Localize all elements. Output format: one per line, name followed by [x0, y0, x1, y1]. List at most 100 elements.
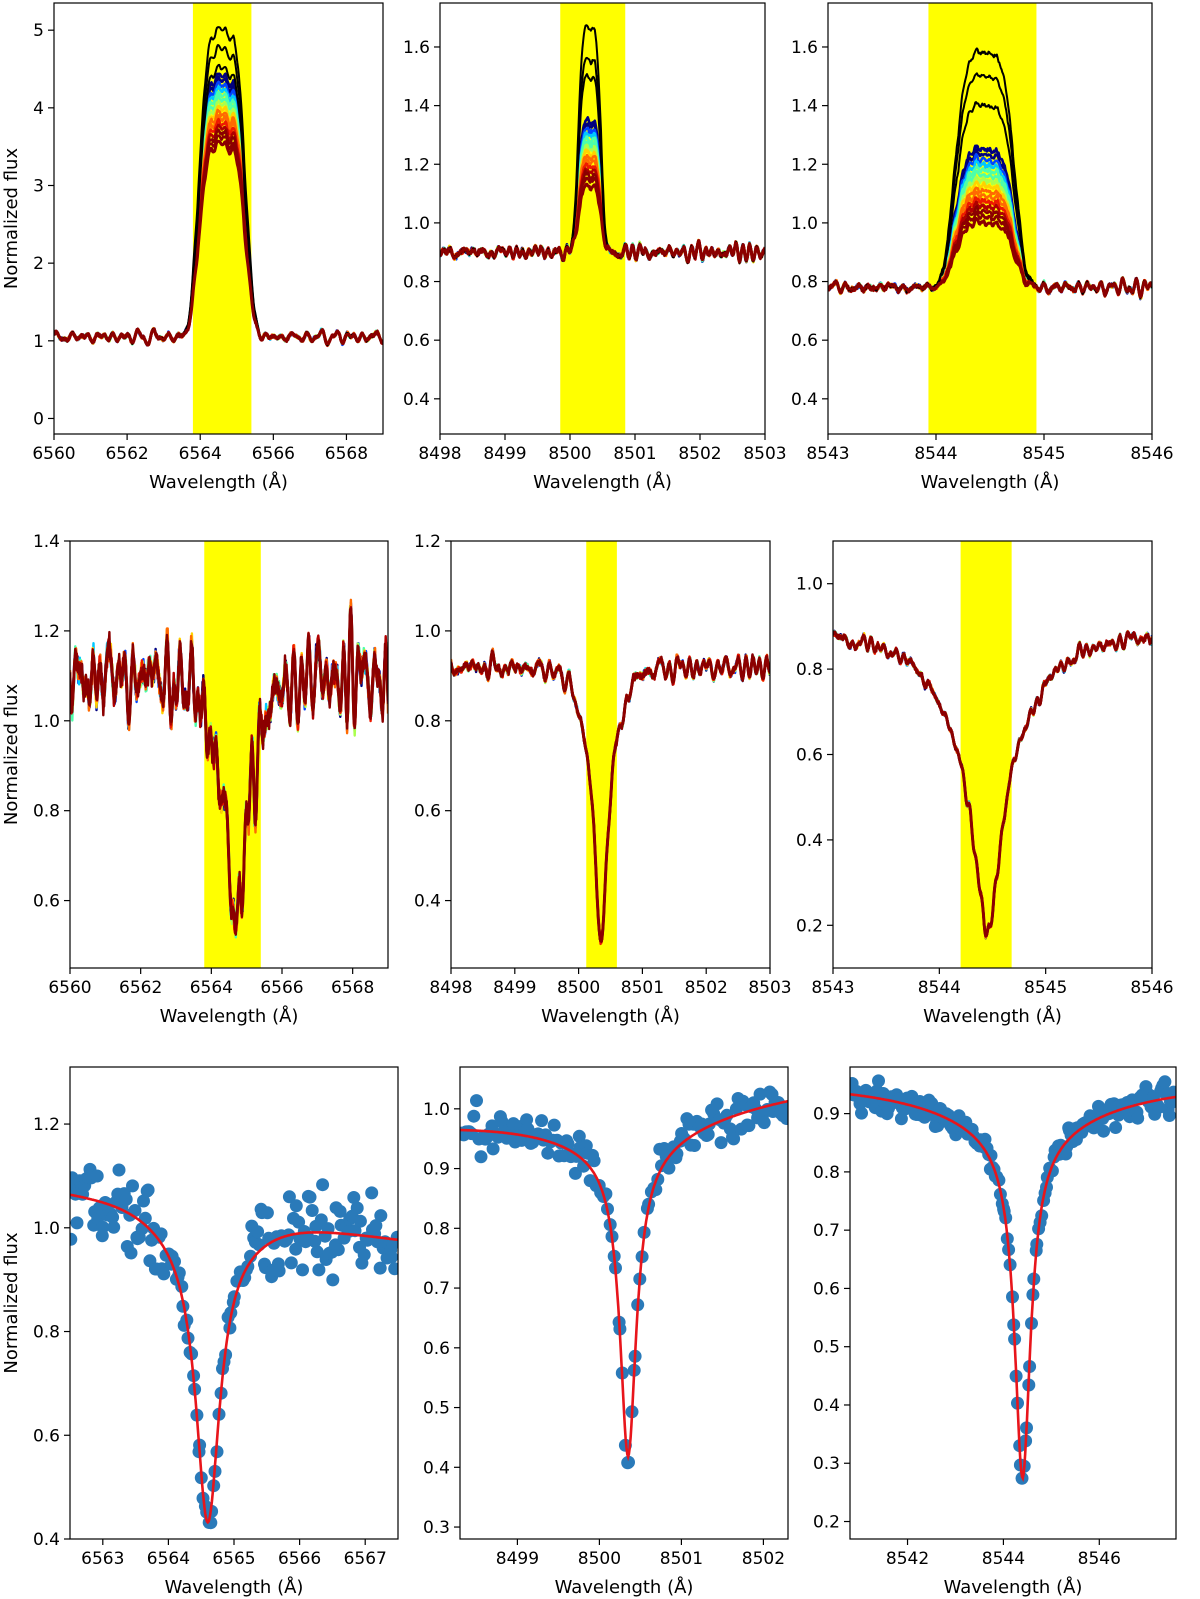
x-tick-label: 6567: [344, 1549, 387, 1569]
y-tick-label: 1.0: [796, 575, 823, 595]
data-point: [106, 1210, 120, 1224]
y-tick-label: 0.6: [791, 331, 818, 351]
x-tick-label: 8501: [621, 978, 664, 998]
chart-panel-bottom-middle: 8499 8500 8501 8502 0.3 0.4 0.5 0.6 0.7 0.8 0.9 1.0…: [423, 1066, 789, 1598]
data-point: [374, 1209, 388, 1223]
y-tick-label: 0.8: [33, 1323, 60, 1343]
data-point: [107, 1220, 121, 1234]
x-tick-label: 8543: [811, 978, 854, 998]
data-point: [1097, 1124, 1110, 1138]
data-point: [244, 1249, 257, 1263]
x-tick-label: 8546: [1078, 1549, 1121, 1569]
x-tick-label: 6565: [212, 1549, 255, 1569]
data-point: [316, 1178, 330, 1192]
chart-panel-bottom-right: 8542 8544 8546 0.2 0.3 0.4 0.5 0.6 0.7 0.8 0.9 Wave…: [813, 1066, 1177, 1598]
data-point: [137, 1194, 150, 1208]
y-tick-label: 0.2: [813, 1513, 840, 1533]
y-tick-label: 1.4: [33, 532, 60, 552]
data-point: [757, 1116, 771, 1130]
x-tick-label: 8542: [886, 1549, 929, 1569]
x-axis-label: Wavelength (Å): [160, 1005, 299, 1027]
x-tick-label: 8503: [743, 444, 786, 464]
data-point: [353, 1214, 367, 1228]
x-tick-label: 6560: [32, 444, 75, 464]
x-tick-label: 6568: [331, 978, 374, 998]
x-axis-label: Wavelength (Å): [149, 471, 288, 493]
data-point: [308, 1234, 322, 1248]
chart-panel-middle-middle: 8498 8499 8500 8501 8502 8503 0.4 0.6 0.8 1.0 1.2 W…: [414, 532, 792, 1027]
x-axis-label: Wavelength (Å): [944, 1576, 1083, 1598]
x-tick-label: 8500: [548, 444, 591, 464]
y-tick-label: 0.3: [423, 1518, 450, 1538]
y-tick-label: 1.0: [791, 214, 818, 234]
y-tick-label: 0.8: [791, 273, 818, 293]
y-tick-label: 1.2: [791, 155, 818, 175]
y-tick-label: 0.2: [796, 916, 823, 936]
y-tick-label: 1.4: [791, 97, 818, 117]
y-tick-label: 0.8: [414, 712, 441, 732]
data-point: [855, 1106, 868, 1120]
spectrum-line-dark-red: [833, 630, 1152, 938]
x-tick-label: 8501: [660, 1549, 703, 1569]
y-tick-label: 0.8: [403, 273, 430, 293]
chart-panel-middle-left: 6560 6562 6564 6566 6568 0.6 0.8 1.0 1.2 1.4 Wavel…: [1, 532, 389, 1027]
y-tick-label: 2: [33, 254, 44, 274]
y-tick-label: 5: [33, 21, 44, 41]
highlight-band: [192, 3, 252, 434]
plot-area: [70, 541, 388, 968]
y-tick-label: 0.4: [791, 390, 818, 410]
data-point: [314, 1213, 328, 1227]
data-point: [312, 1263, 326, 1277]
data-point: [303, 1190, 317, 1204]
data-point: [622, 1455, 635, 1469]
x-tick-label: 8544: [918, 978, 961, 998]
data-point: [282, 1190, 296, 1204]
data-point: [872, 1074, 885, 1088]
data-point: [1158, 1075, 1172, 1089]
data-point: [112, 1163, 126, 1177]
y-tick-label: 3: [33, 176, 44, 196]
x-axis-label: Wavelength (Å): [555, 1576, 694, 1598]
chart-panel-top-left: 6560 6562 6564 6566 6568 0 1 2 3 4 5 Wavelength (Å)…: [1, 2, 384, 493]
data-point: [701, 1128, 715, 1141]
data-point: [385, 1250, 398, 1264]
x-axis-label: Wavelength (Å): [923, 1005, 1062, 1027]
plot-area: [460, 1085, 788, 1470]
y-tick-label: 0.6: [813, 1279, 840, 1299]
x-tick-label: 6564: [147, 1549, 190, 1569]
y-tick-label: 0.4: [403, 390, 430, 410]
y-tick-label: 0.6: [33, 892, 60, 912]
y-tick-label: 0.4: [414, 892, 441, 912]
data-point: [1035, 1209, 1049, 1223]
x-tick-label: 8546: [1130, 444, 1173, 464]
data-point: [470, 1094, 483, 1108]
x-tick-label: 8499: [496, 1549, 539, 1569]
x-tick-label: 6564: [179, 444, 222, 464]
y-tick-label: 0.7: [423, 1279, 450, 1299]
spectrum-line-dark-red: [828, 216, 1152, 298]
data-point: [305, 1204, 319, 1217]
x-tick-label: 6566: [260, 978, 303, 998]
fit-curve: [460, 1099, 788, 1462]
x-axis-label: Wavelength (Å): [921, 471, 1060, 493]
y-axis-label: Normalized flux: [1, 684, 22, 826]
chart-panel-bottom-left: 6563 6564 6565 6566 6567 0.4 0.6 0.8 1.0 1.2 Wavel…: [1, 1066, 399, 1598]
data-point: [289, 1199, 303, 1213]
data-point: [390, 1230, 398, 1244]
x-tick-label: 8546: [1130, 978, 1173, 998]
x-tick-label: 8500: [557, 978, 600, 998]
data-point: [347, 1191, 361, 1204]
x-tick-label: 8499: [483, 444, 526, 464]
data-point: [326, 1273, 340, 1287]
data-point: [310, 1245, 324, 1259]
spectrum-line-dark-red: [440, 182, 765, 264]
data-point: [70, 1216, 84, 1230]
y-tick-label: 0.5: [423, 1399, 450, 1419]
x-axis-label: Wavelength (Å): [165, 1576, 304, 1598]
y-tick-label: 1.2: [414, 532, 441, 552]
data-point: [984, 1149, 998, 1162]
data-point: [1131, 1111, 1145, 1125]
x-axis-label: Wavelength (Å): [533, 471, 672, 493]
data-point: [365, 1186, 379, 1200]
